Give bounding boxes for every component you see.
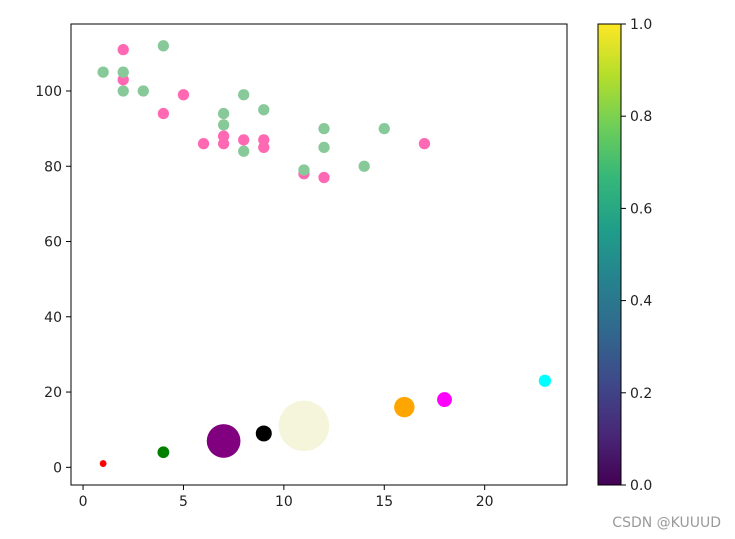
scatter-point-s2-6 (437, 392, 452, 407)
scatter-point-s2-3 (255, 425, 272, 442)
y-axis-ticks: 0 20 40 60 80 100 (35, 84, 71, 476)
watermark-text: CSDN @KUUUD (612, 515, 721, 531)
scatter-point-s1-0 (97, 66, 109, 78)
colorbar-tick-label-5: 1.0 (630, 17, 652, 33)
x-tick-label-0: 0 (79, 494, 88, 510)
scatter-point-s2-7 (538, 374, 552, 387)
scatter-point-s1-11 (318, 122, 330, 135)
plot-area: 0 5 10 15 20 0 20 40 60 80 100 (35, 23, 568, 510)
scatter-point-s2-2 (206, 424, 241, 458)
colorbar: 0.0 0.2 0.4 0.6 0.8 1.0 (597, 17, 652, 494)
colorbar-tick-label-4: 0.8 (630, 109, 652, 125)
y-tick-label-0: 0 (53, 460, 62, 476)
scatter-point-s1-2 (117, 85, 129, 97)
axes-frame (70, 23, 568, 486)
colorbar-tick-label-0: 0.0 (630, 478, 652, 494)
scatter-point-s1-1 (117, 66, 129, 78)
scatter-point-s0-3 (177, 89, 190, 101)
scatter-point-s1-9 (258, 104, 270, 116)
scatter-point-s1-3 (137, 85, 149, 97)
colorbar-tick-label-2: 0.4 (630, 294, 652, 310)
scatter-point-s2-1 (157, 446, 170, 459)
colorbar-tick-label-1: 0.2 (630, 386, 652, 402)
scatter-point-s0-0 (117, 43, 129, 56)
scatter-point-s0-2 (157, 107, 170, 120)
scatter-point-s1-8 (238, 145, 250, 157)
scatter-point-s0-9 (258, 141, 270, 154)
x-tick-label-2: 10 (275, 494, 293, 510)
scatter-points (97, 40, 552, 467)
y-tick-label-5: 100 (35, 84, 62, 100)
scatter-point-s1-5 (217, 107, 230, 120)
colorbar-ticks: 0.0 0.2 0.4 0.6 0.8 1.0 (621, 17, 652, 494)
scatter-point-s0-11 (318, 171, 330, 184)
y-tick-label-2: 40 (44, 310, 62, 326)
scatter-point-s1-14 (378, 122, 390, 135)
colorbar-bar (597, 23, 622, 486)
y-tick-label-4: 80 (44, 159, 62, 175)
scatter-point-s1-7 (238, 89, 250, 101)
scatter-point-s2-4 (278, 400, 330, 452)
x-tick-label-1: 5 (179, 494, 188, 510)
scatter-point-s0-6 (217, 138, 230, 150)
scatter-point-s1-13 (358, 160, 370, 172)
scatter-point-s0-4 (197, 138, 210, 150)
y-tick-label-3: 60 (44, 235, 62, 251)
scatter-point-s1-12 (318, 141, 330, 154)
scatter-point-s0-7 (238, 134, 250, 146)
scatter-point-s0-12 (418, 138, 431, 150)
scatter-point-s1-10 (298, 164, 310, 176)
y-tick-label-1: 20 (44, 385, 62, 401)
scatter-point-s1-6 (217, 119, 230, 131)
scatter-point-s2-0 (99, 460, 107, 467)
colorbar-tick-label-3: 0.6 (630, 201, 652, 217)
x-axis-ticks: 0 5 10 15 20 (79, 485, 494, 510)
x-tick-label-4: 20 (476, 494, 494, 510)
scatter-point-s1-4 (157, 40, 170, 52)
x-tick-label-3: 15 (375, 494, 393, 510)
scatter-point-s2-5 (394, 396, 415, 418)
